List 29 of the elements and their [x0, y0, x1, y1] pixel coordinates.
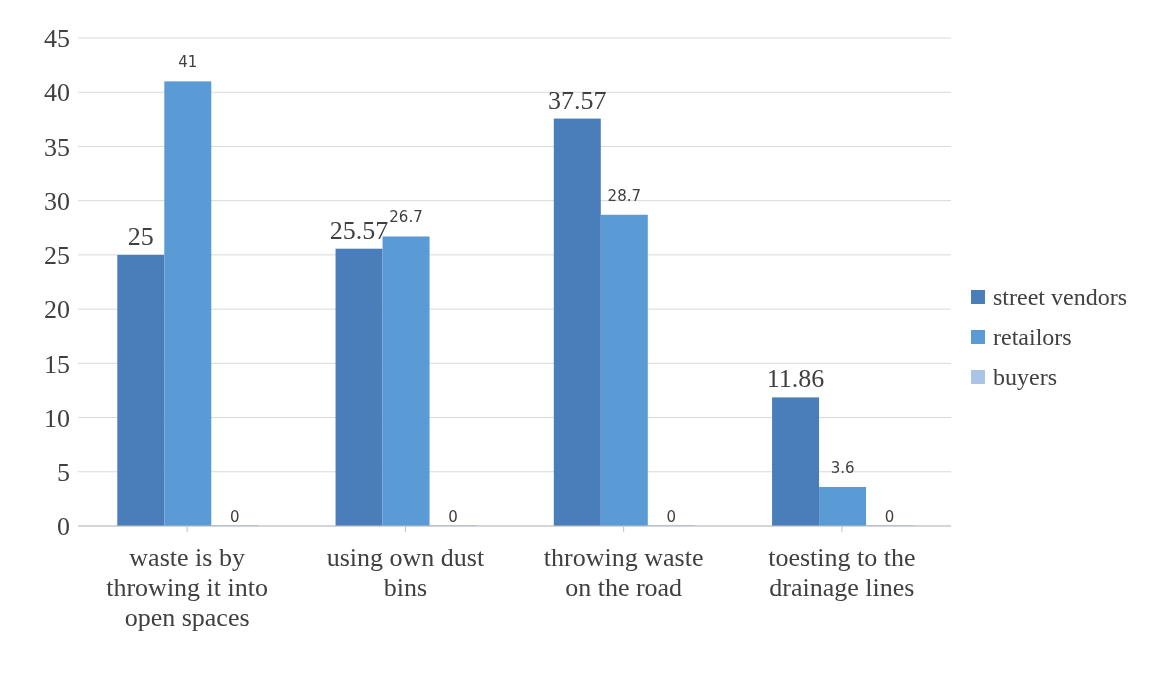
legend-label: street vendors	[993, 283, 1127, 312]
legend-label: buyers	[993, 363, 1058, 392]
y-tick-label: 0	[57, 512, 70, 542]
data-label: 26.7	[389, 208, 423, 227]
x-tick-label: using own dust bins	[326, 543, 485, 602]
y-tick-label: 25	[44, 241, 70, 271]
data-label: 0	[884, 508, 895, 526]
data-label: 11.86	[766, 364, 825, 394]
y-tick-label: 5	[57, 458, 70, 488]
data-label: 41	[178, 53, 198, 72]
data-label: 0	[448, 508, 458, 526]
data-label: 0	[230, 508, 240, 526]
y-tick-label: 35	[44, 132, 70, 162]
y-tick-label: 15	[44, 349, 70, 379]
data-label: 3.6	[830, 458, 855, 477]
x-tick-label: toesting to the drainage lines	[768, 543, 916, 602]
y-tick-label: 20	[44, 295, 70, 325]
x-tick-label: waste is by throwing it into open spaces	[106, 543, 269, 632]
y-tick-label: 45	[44, 24, 70, 54]
x-tick-label: throwing waste on the road	[543, 543, 704, 602]
data-label: 28.7	[607, 186, 642, 205]
legend-label: retailors	[993, 323, 1072, 352]
y-tick-label: 40	[44, 78, 70, 108]
data-label: 37.57	[548, 85, 607, 115]
data-label: 25.57	[329, 215, 389, 245]
y-tick-label: 30	[44, 186, 70, 216]
data-label: 0	[666, 508, 677, 526]
data-label: 25	[127, 221, 154, 251]
y-tick-label: 10	[44, 403, 70, 433]
